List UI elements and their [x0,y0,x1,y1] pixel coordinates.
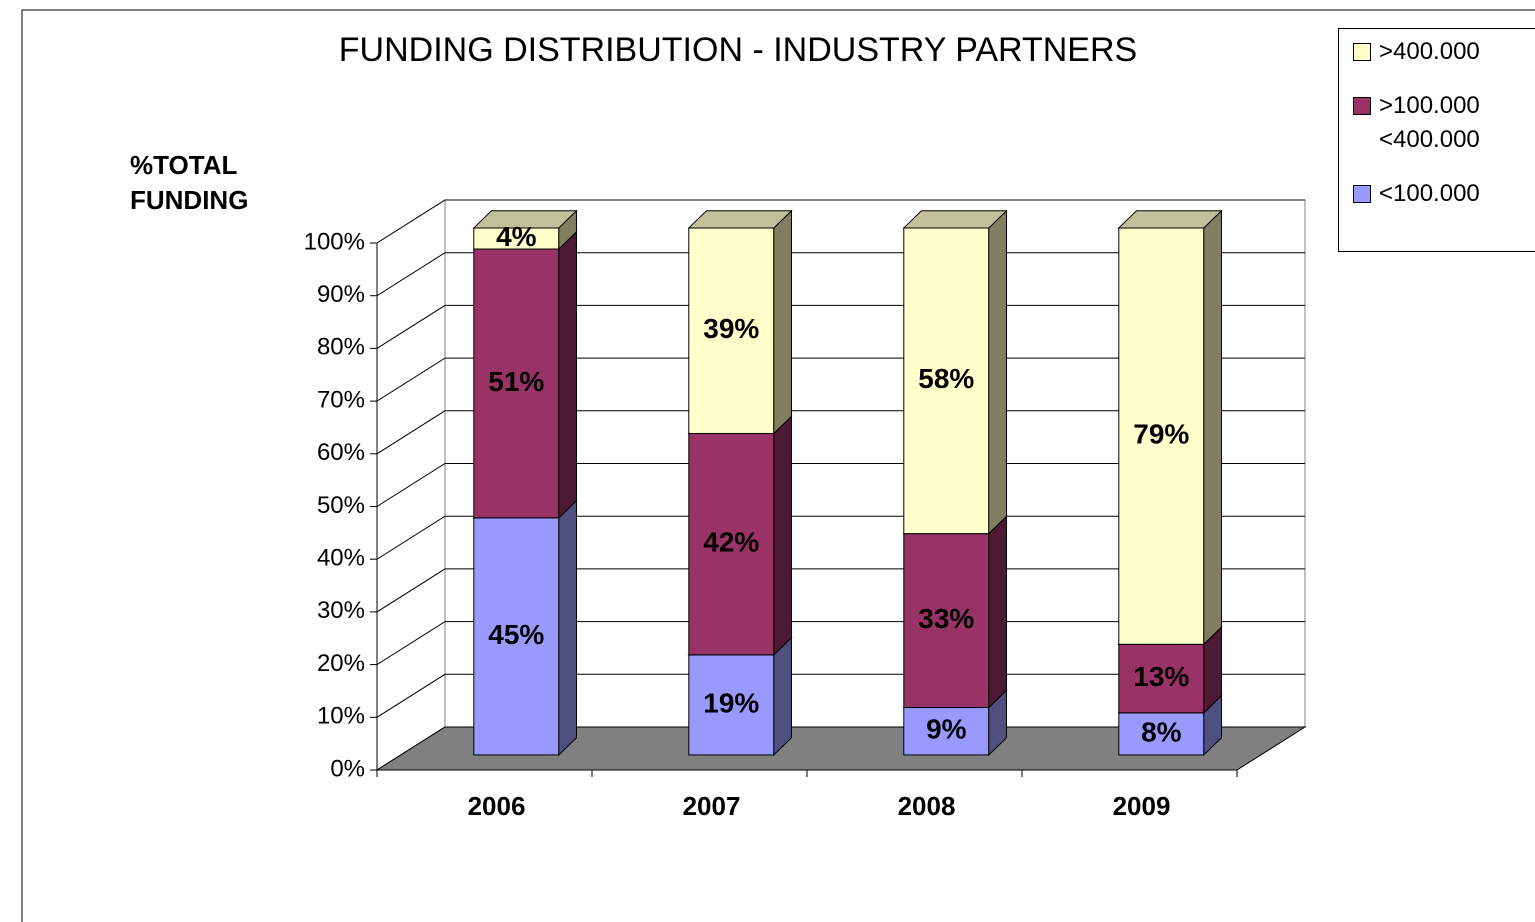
y-tick-label: 70% [317,386,365,413]
bar-front [473,248,560,519]
bar-top [687,210,793,229]
y-tick-label: 30% [317,597,365,624]
y-tick-label: 80% [317,334,365,361]
legend-entry: <100.000 [1353,177,1535,211]
legend: >400.000 >100.000 <400.000 <100.000 [1338,28,1535,252]
value-label: 42% [703,527,759,558]
grid-line [376,410,1305,455]
legend-entry: >400.000 [1353,35,1535,69]
bar-front [903,707,990,756]
bar-side [558,230,577,519]
value-label: 33% [918,603,974,634]
bar-side [773,415,792,657]
y-tick-label: 50% [317,492,365,519]
bar-side [988,209,1007,535]
bar-side [1203,209,1222,646]
grid-line [376,568,1305,613]
bar-side [988,515,1007,709]
bar-front [1118,227,1205,645]
x-tick-label: 2006 [468,791,526,821]
legend-swatch [1353,97,1371,115]
value-label: 8% [1141,716,1182,747]
value-label: 51% [488,366,544,397]
bar-front [903,533,990,709]
grid-line [376,199,1305,244]
grid-line [376,252,1305,297]
x-tick-label: 2008 [898,791,956,821]
bar-front [1118,712,1205,756]
y-tick-label: 100% [304,228,365,255]
bar-side [558,499,577,757]
grid-line [376,515,1305,560]
bar-top [1117,210,1223,229]
legend-label: <100.000 [1379,180,1480,207]
grid-line [376,621,1305,666]
value-label: 4% [496,221,537,252]
y-tick-label: 10% [317,703,365,730]
bar-side [773,209,792,435]
chart-border [21,9,1535,922]
x-tick-label: 2009 [1113,791,1171,821]
value-label: 13% [1133,661,1189,692]
value-label: 39% [703,313,759,344]
bar-top [472,210,578,229]
y-tick-label: 20% [317,650,365,677]
bar-top [902,210,1008,229]
legend-entry: >100.000 <400.000 [1353,89,1535,157]
y-tick-label: 40% [317,545,365,572]
legend-swatch [1353,185,1371,203]
grid-line [376,304,1305,349]
y-tick-label: 90% [317,281,365,308]
legend-label: >100.000 <400.000 [1379,92,1480,153]
y-tick-label: 60% [317,439,365,466]
bar-front [473,517,560,756]
chart-title: FUNDING DISTRIBUTION - INDUSTRY PARTNERS [339,31,1137,69]
value-label: 9% [926,714,967,745]
grid-line [376,463,1305,507]
legend-swatch [1353,43,1371,61]
value-label: 58% [918,363,974,394]
bar-side [773,636,792,757]
value-label: 45% [488,619,544,650]
y-axis-label: %TOTAL FUNDING [130,150,249,215]
value-label: 79% [1133,419,1189,450]
bar-front [688,654,775,756]
grid-line [376,673,1305,718]
y-tick-label: 0% [330,755,365,782]
legend-label: >400.000 [1379,38,1480,65]
grid-line [376,357,1305,402]
bar-front [903,227,990,535]
x-tick-label: 2007 [683,791,741,821]
value-label: 19% [703,687,759,718]
